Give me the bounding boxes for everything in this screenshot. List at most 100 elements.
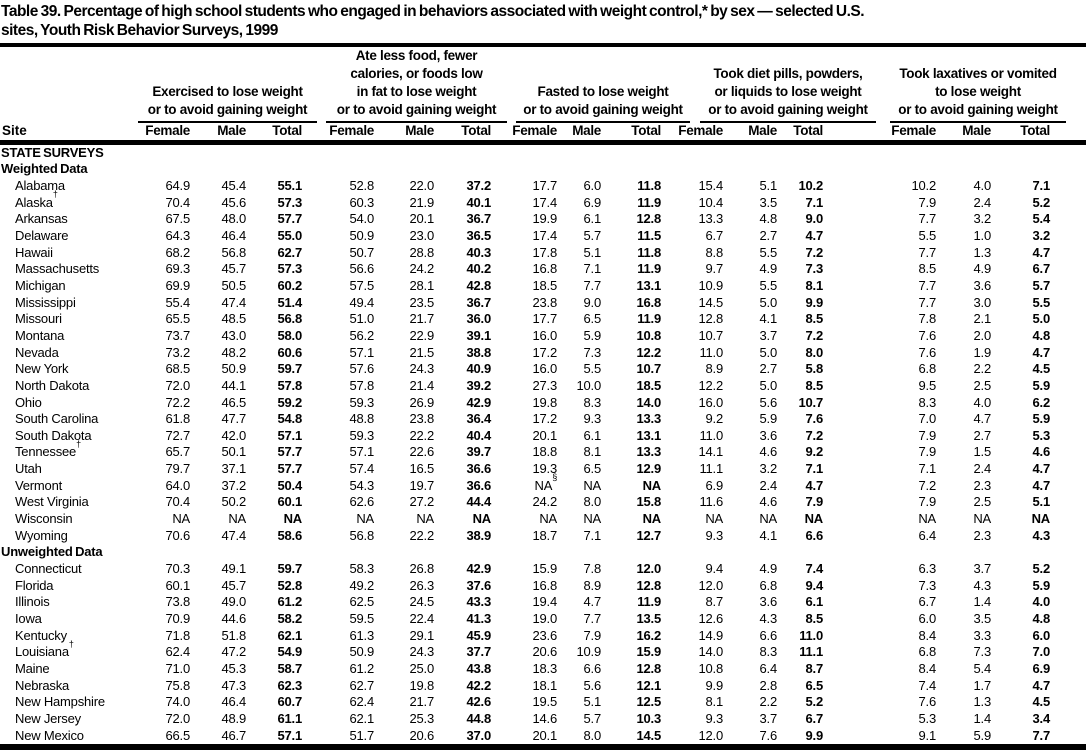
value-cell: 15.9: [636, 644, 661, 660]
value-cell: 5.3: [1032, 427, 1051, 443]
table-row: North Dakota 72.0 44.1 57.8 57.8 21.4 39.2 27.3…: [0, 378, 1086, 395]
value-cell: 3.2: [1032, 227, 1051, 243]
value-cell: 36.6: [466, 461, 491, 477]
value-cell: 8.4: [918, 661, 937, 677]
value-cell: 12.0: [698, 577, 723, 593]
value-cell: 8.5: [805, 611, 824, 627]
value-cell: 4.7: [583, 594, 602, 610]
value-cell: 5.9: [583, 327, 602, 343]
site-cell: Hawaii: [15, 244, 53, 260]
value-cell: 3.6: [759, 594, 778, 610]
value-cell: 62.4: [165, 644, 190, 660]
value-cell: 48.2: [221, 344, 246, 360]
value-cell: 7.3: [918, 577, 937, 593]
site-cell: Michigan: [15, 277, 66, 293]
value-cell: 50.1: [221, 444, 246, 460]
column-group-header: Ate less food, fewer calories, or foods l…: [304, 47, 507, 123]
value-cell: 49.0: [221, 594, 246, 610]
value-cell: 50.9: [349, 227, 374, 243]
value-cell: 60.3: [349, 194, 374, 210]
value-cell: 18.8: [532, 444, 557, 460]
value-cell: 1.0: [973, 227, 992, 243]
site-cell: New Mexico: [15, 727, 84, 743]
group-header-line: or to avoid gaining weight: [708, 102, 868, 117]
value-cell: 9.3: [583, 411, 602, 427]
value-cell: 45.3: [221, 661, 246, 677]
value-cell: 5.9: [1032, 377, 1051, 393]
group-header-line: or liquids to lose weight: [714, 84, 862, 99]
value-cell: 7.4: [805, 561, 824, 577]
value-cell: 61.2: [349, 661, 374, 677]
value-cell: 2.7: [759, 227, 778, 243]
value-cell: 4.7: [805, 477, 824, 493]
value-cell: 6.4: [759, 661, 778, 677]
value-cell: 57.1: [349, 444, 374, 460]
value-cell: 6.8: [918, 644, 937, 660]
value-cell: 61.8: [165, 411, 190, 427]
value-cell: 47.7: [221, 411, 246, 427]
value-cell: 17.2: [532, 344, 557, 360]
table-row: Vermont 64.0 37.2 50.4 54.3 19.7 36.6 NA§ NA NA 6.…: [0, 473, 1086, 494]
value-cell: 11.8: [637, 177, 661, 193]
value-cell: 41.3: [466, 611, 491, 627]
value-cell: 7.1: [583, 527, 602, 543]
value-cell: 4.3: [973, 577, 992, 593]
value-cell: 22.2: [409, 527, 434, 543]
value-cell: 65.7: [165, 444, 190, 460]
value-cell: 10.3: [636, 710, 661, 726]
group-header-line: to lose weight: [935, 84, 1021, 99]
value-cell: 16.2: [636, 627, 661, 643]
site-cell: Alaska†: [15, 189, 58, 210]
value-cell: 46.7: [221, 727, 246, 743]
title-rule: [0, 43, 1086, 47]
column-group-header: Took laxatives or vomited to lose weight o…: [825, 47, 1086, 123]
value-cell: 7.7: [583, 277, 602, 293]
value-cell: 4.7: [1032, 477, 1051, 493]
value-cell: 16.0: [532, 327, 557, 343]
value-cell: 6.2: [1032, 394, 1051, 410]
section-heading: Weighted Data: [1, 161, 88, 177]
value-cell: 4.0: [973, 177, 992, 193]
value-cell: 23.8: [409, 411, 434, 427]
column-header-male: Male: [559, 123, 603, 145]
value-cell: 2.4: [973, 194, 992, 210]
group-header-row: Site Exercised to lose weight or to avoid…: [0, 47, 1086, 145]
value-cell: 7.6: [805, 411, 824, 427]
value-cell: 3.3: [973, 627, 992, 643]
column-header-total: Total: [603, 123, 663, 145]
value-cell: 3.6: [973, 277, 992, 293]
value-cell: 46.4: [221, 694, 246, 710]
value-cell: 7.3: [583, 344, 602, 360]
value-cell: 11.5: [637, 227, 661, 243]
value-cell: 7.0: [918, 411, 937, 427]
site-cell: North Dakota: [15, 377, 90, 393]
table-title-line1: Table 39. Percentage of high school stud…: [1, 3, 865, 20]
value-cell: 50.2: [221, 494, 246, 510]
value-cell: 6.7: [705, 227, 724, 243]
table-row: Florida 60.1 45.7 52.8 49.2 26.3 37.6 16.8 8.9 12…: [0, 577, 1086, 594]
value-cell: 7.9: [918, 444, 937, 460]
value-cell: 60.2: [277, 277, 302, 293]
table-row: Ohio 72.2 46.5 59.2 59.3 26.9 42.9 19.8 8.3 14.0 1…: [0, 394, 1086, 411]
value-cell: 18.3: [532, 661, 557, 677]
table-row: Arkansas 67.5 48.0 57.7 54.0 20.1 36.7 19.9 6.1 1…: [0, 211, 1086, 228]
value-cell: 62.7: [277, 244, 302, 260]
value-cell: 7.9: [805, 494, 824, 510]
value-cell: 38.8: [466, 344, 491, 360]
value-cell: 59.5: [349, 611, 374, 627]
value-cell: 17.4: [532, 227, 557, 243]
value-cell: 9.1: [918, 727, 937, 743]
value-cell: 40.1: [466, 194, 491, 210]
value-cell: 2.7: [973, 427, 992, 443]
site-cell: South Dakota: [15, 427, 92, 443]
value-cell: 18.1: [532, 677, 557, 693]
value-cell: 9.9: [805, 727, 824, 743]
value-cell: 14.0: [636, 394, 661, 410]
value-cell: 52.8: [349, 177, 374, 193]
value-cell: 10.7: [798, 394, 823, 410]
value-cell: 23.5: [409, 294, 434, 310]
value-cell: 22.2: [409, 427, 434, 443]
value-cell: 4.0: [1032, 594, 1051, 610]
value-cell: 6.0: [918, 611, 937, 627]
value-cell: 20.1: [409, 211, 434, 227]
